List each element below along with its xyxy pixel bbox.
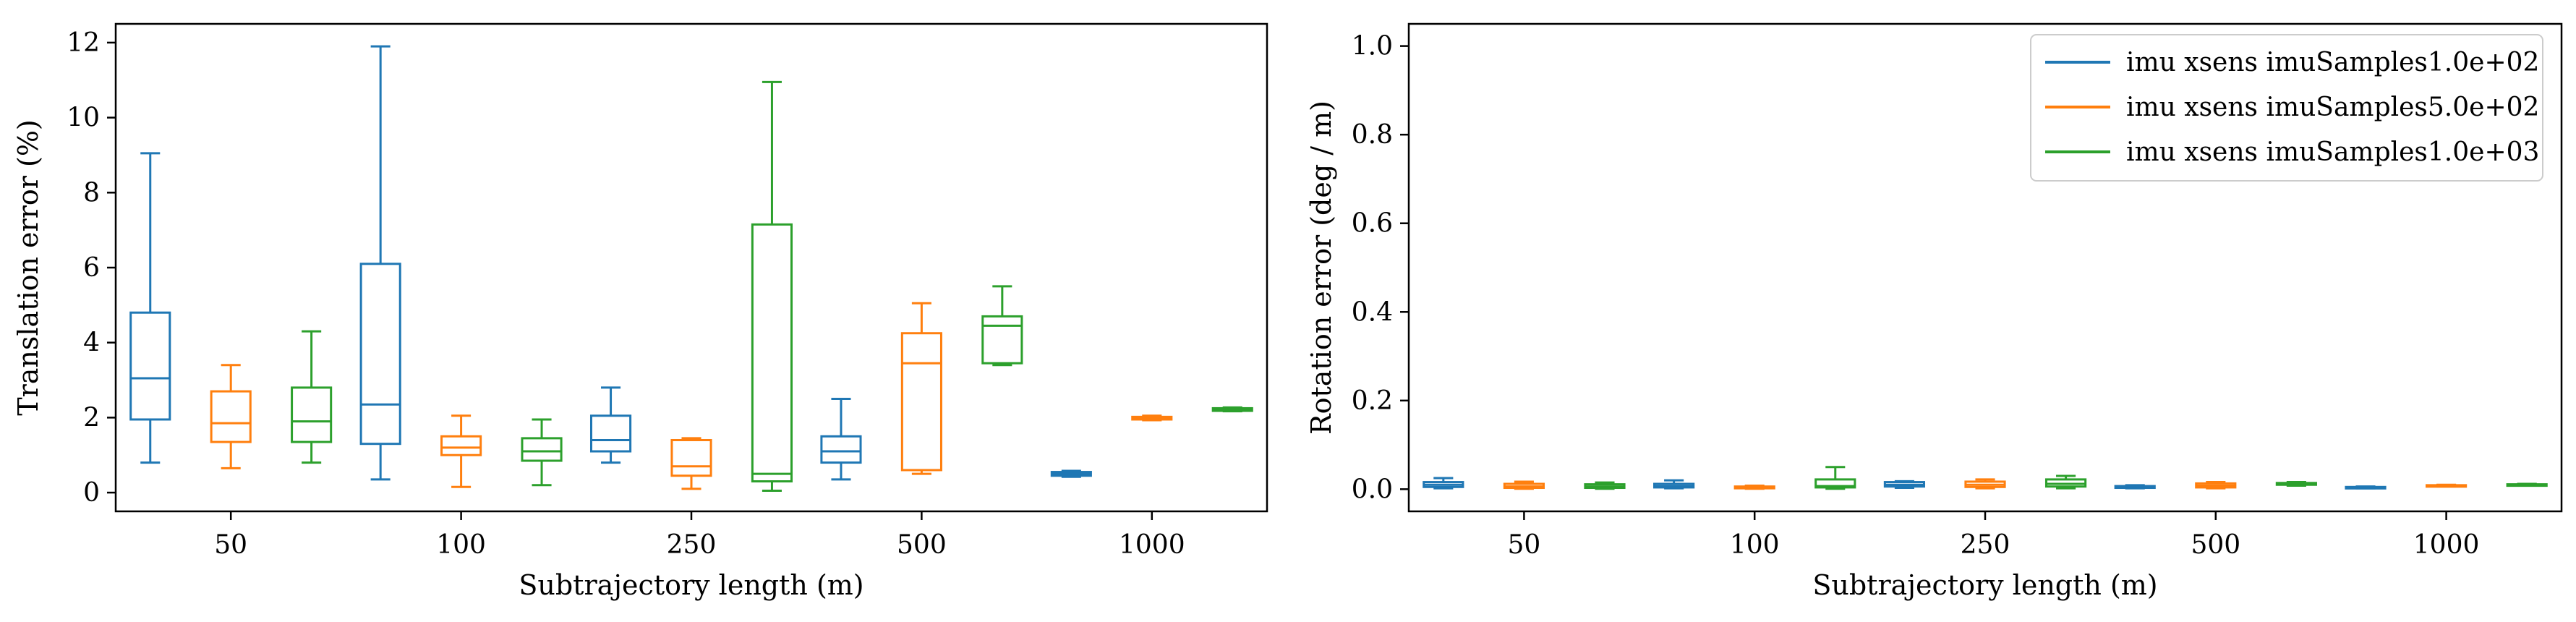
legend-frame <box>2030 34 2543 182</box>
box-plot <box>900 302 942 475</box>
box-plot <box>2114 484 2156 490</box>
box <box>210 390 252 443</box>
legend: imu xsens imuSamples1.0e+02 imu xsens im… <box>2030 34 2543 182</box>
x-tick-label: 50 <box>1507 530 1540 560</box>
box-plot <box>2426 483 2468 488</box>
x-tick-label: 500 <box>897 530 947 560</box>
box-plot <box>981 285 1023 367</box>
y-tick-label: 6 <box>83 253 100 283</box>
rotation-error-boxes <box>1423 466 2548 490</box>
legend-entry: imu xsens imuSamples1.0e+02 <box>2045 48 2539 77</box>
translation-error-ticks: 0 2 4 6 8 10 12 50 100 250 500 1000 <box>67 28 1185 560</box>
box-plot <box>129 152 171 464</box>
box-plot <box>2275 481 2317 487</box>
box <box>820 435 862 464</box>
x-tick-label: 100 <box>436 530 486 560</box>
box-plot <box>2506 482 2548 487</box>
rotation-error-y-axis-label: Rotation error (deg / m) <box>1305 101 1337 435</box>
box-plot <box>1423 477 1464 490</box>
y-tick-label: 0.6 <box>1352 209 1393 239</box>
y-tick-label: 12 <box>67 28 100 58</box>
y-tick-label: 0 <box>83 478 100 508</box>
box <box>670 438 712 477</box>
y-tick-label: 2 <box>83 403 100 433</box>
translation-error-y-axis-label: Translation error (%) <box>12 119 44 416</box>
box-plot <box>2345 485 2387 490</box>
box <box>440 435 482 456</box>
translation-error-axes-frame <box>114 22 1268 513</box>
box <box>900 332 942 472</box>
x-tick-label: 250 <box>1961 530 2010 560</box>
y-tick-label: 1.0 <box>1352 32 1393 61</box>
box-plot <box>1733 484 1775 490</box>
y-tick-label: 0.2 <box>1352 386 1393 416</box>
x-tick-label: 1000 <box>1119 530 1185 560</box>
box-plot <box>2195 481 2237 490</box>
box <box>129 311 171 421</box>
rotation-error-x-axis-label: Subtrajectory length (m) <box>1812 569 2157 601</box>
legend-entry: imu xsens imuSamples5.0e+02 <box>2045 93 2539 122</box>
box-plot <box>291 330 333 464</box>
box <box>359 263 401 446</box>
y-tick-label: 0.4 <box>1352 297 1393 327</box>
box-plot <box>1503 480 1545 490</box>
box-plot <box>1131 414 1173 422</box>
translation-error-panel: 0 2 4 6 8 10 12 50 100 250 500 1000 Subtrajectory l… <box>12 22 1268 601</box>
box-plot <box>210 364 252 469</box>
box-plot <box>359 45 401 481</box>
box <box>751 223 793 483</box>
legend-label: imu xsens imuSamples1.0e+03 <box>2126 137 2539 167</box>
translation-error-x-axis-label: Subtrajectory length (m) <box>519 569 863 601</box>
box-plot <box>589 386 632 464</box>
legend-label: imu xsens imuSamples1.0e+02 <box>2126 48 2539 77</box>
x-tick-label: 250 <box>667 530 717 560</box>
box-plot <box>1211 406 1253 413</box>
box-plot <box>1883 480 1926 490</box>
y-tick-label: 8 <box>83 178 100 208</box>
box <box>291 386 333 443</box>
box-plot <box>670 437 712 490</box>
box-plot <box>1653 479 1695 490</box>
rotation-error-axes-frame <box>1407 22 2563 513</box>
legend-label: imu xsens imuSamples5.0e+02 <box>2126 93 2539 122</box>
y-tick-label: 0.0 <box>1352 474 1393 504</box>
box-plot <box>820 397 862 481</box>
box-plot <box>440 414 482 488</box>
legend-entry: imu xsens imuSamples1.0e+03 <box>2045 137 2539 167</box>
box-plot <box>1964 478 2006 490</box>
x-tick-label: 500 <box>2191 530 2240 560</box>
y-tick-label: 4 <box>83 328 100 358</box>
box-plot <box>2044 474 2087 490</box>
box-plot <box>1814 466 1856 490</box>
rotation-error-ticks: 0.0 0.2 0.4 0.6 0.8 1.0 50 100 250 500 1000 <box>1352 32 2480 560</box>
y-tick-label: 10 <box>67 103 100 133</box>
box-plot <box>751 80 793 492</box>
translation-error-boxes <box>129 45 1253 492</box>
y-tick-label: 0.8 <box>1352 120 1393 150</box>
x-tick-label: 1000 <box>2413 530 2480 560</box>
box <box>981 315 1023 365</box>
box-plot <box>1584 481 1626 490</box>
x-tick-label: 100 <box>1730 530 1780 560</box>
box <box>1814 478 1856 489</box>
box <box>521 437 563 462</box>
x-tick-label: 50 <box>214 530 247 560</box>
box <box>589 414 632 453</box>
rotation-error-panel: 0.0 0.2 0.4 0.6 0.8 1.0 50 100 250 500 1000 Subtra… <box>1305 22 2563 601</box>
box-plot <box>1050 469 1092 478</box>
box-plot <box>521 418 563 487</box>
